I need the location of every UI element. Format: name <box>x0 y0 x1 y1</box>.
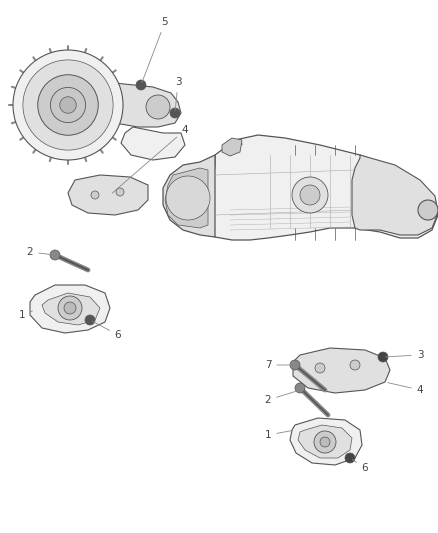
Polygon shape <box>297 425 351 458</box>
Circle shape <box>60 97 76 113</box>
Circle shape <box>146 95 170 119</box>
Circle shape <box>314 363 324 373</box>
Circle shape <box>294 383 304 393</box>
Polygon shape <box>290 418 361 465</box>
Polygon shape <box>292 348 389 393</box>
Circle shape <box>38 75 98 135</box>
Circle shape <box>319 437 329 447</box>
Circle shape <box>91 191 99 199</box>
Circle shape <box>50 87 85 123</box>
Circle shape <box>166 176 209 220</box>
Text: 6: 6 <box>352 459 367 473</box>
Circle shape <box>13 50 123 160</box>
Polygon shape <box>222 138 241 156</box>
Polygon shape <box>42 293 100 325</box>
Circle shape <box>85 315 95 325</box>
Circle shape <box>377 352 387 362</box>
Circle shape <box>299 185 319 205</box>
Circle shape <box>349 360 359 370</box>
Text: 5: 5 <box>141 17 168 83</box>
Polygon shape <box>351 155 437 235</box>
Text: 2: 2 <box>27 247 52 257</box>
Text: 4: 4 <box>112 125 188 193</box>
Text: 4: 4 <box>387 383 422 395</box>
Text: 1: 1 <box>264 430 292 440</box>
Circle shape <box>50 250 60 260</box>
Polygon shape <box>68 175 148 215</box>
Circle shape <box>170 108 180 118</box>
Text: 3: 3 <box>174 77 181 110</box>
Circle shape <box>290 360 299 370</box>
Circle shape <box>23 60 113 150</box>
Circle shape <box>313 431 335 453</box>
Text: 6: 6 <box>92 321 121 340</box>
Polygon shape <box>30 285 110 333</box>
Text: 3: 3 <box>385 350 422 360</box>
Circle shape <box>291 177 327 213</box>
Polygon shape <box>114 83 180 127</box>
Circle shape <box>58 296 82 320</box>
Circle shape <box>344 453 354 463</box>
Circle shape <box>116 188 124 196</box>
Text: 2: 2 <box>264 391 297 405</box>
Polygon shape <box>162 155 215 237</box>
Circle shape <box>417 200 437 220</box>
Text: 1: 1 <box>19 310 32 320</box>
Text: 7: 7 <box>264 360 292 370</box>
Polygon shape <box>165 168 208 228</box>
Polygon shape <box>121 127 184 160</box>
Polygon shape <box>202 135 437 240</box>
Circle shape <box>136 80 146 90</box>
Circle shape <box>64 302 76 314</box>
